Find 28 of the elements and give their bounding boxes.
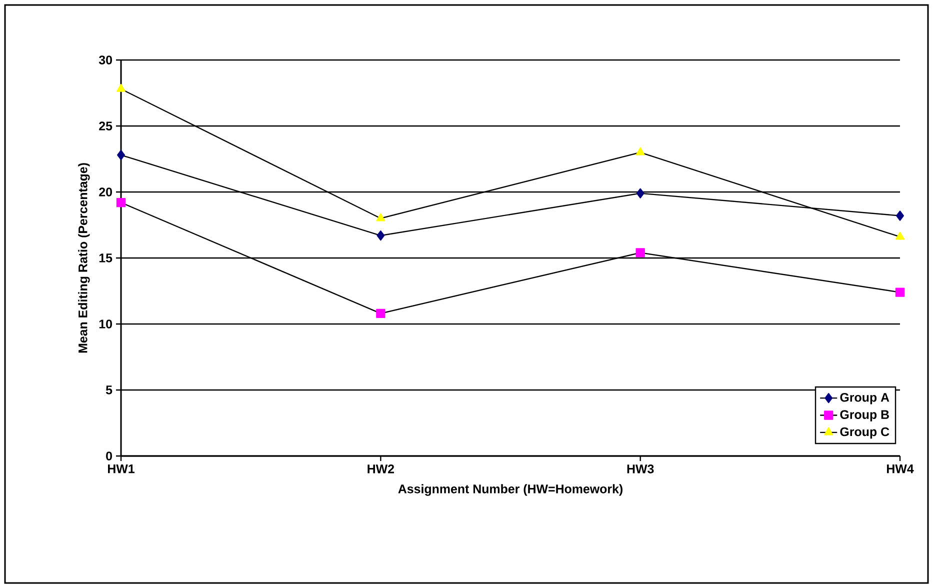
y-tick-label: 15 <box>99 254 112 262</box>
y-axis-title: Mean Editing Ratio (Percentage) <box>78 163 90 353</box>
point <box>636 188 644 198</box>
x-tick-label: HW2 <box>368 464 394 474</box>
x-tick-label: HW4 <box>887 464 914 474</box>
y-tick-label: 30 <box>98 56 112 64</box>
y-tick-label: 0 <box>106 452 112 460</box>
legend-label: Group A <box>840 392 890 404</box>
legend-label: Group C <box>840 427 890 439</box>
x-tick-label: HW1 <box>108 464 134 474</box>
point <box>895 288 905 297</box>
point <box>117 150 125 160</box>
x-tick-label: HW3 <box>627 464 654 474</box>
point <box>376 230 385 241</box>
y-tick-label: 25 <box>99 122 112 130</box>
point <box>636 147 645 156</box>
y-tick-label: 10 <box>99 320 112 328</box>
y-tick-label: 20 <box>99 188 112 196</box>
point <box>896 210 904 221</box>
point <box>636 248 645 258</box>
point <box>376 213 386 222</box>
point <box>896 232 904 240</box>
legend-label: Group B <box>840 410 889 422</box>
point <box>116 84 126 92</box>
y-tick-label: 5 <box>106 386 112 394</box>
point <box>376 308 386 318</box>
x-axis-title: Assignment Number (HW=Homework) <box>398 484 622 496</box>
point <box>116 198 126 208</box>
